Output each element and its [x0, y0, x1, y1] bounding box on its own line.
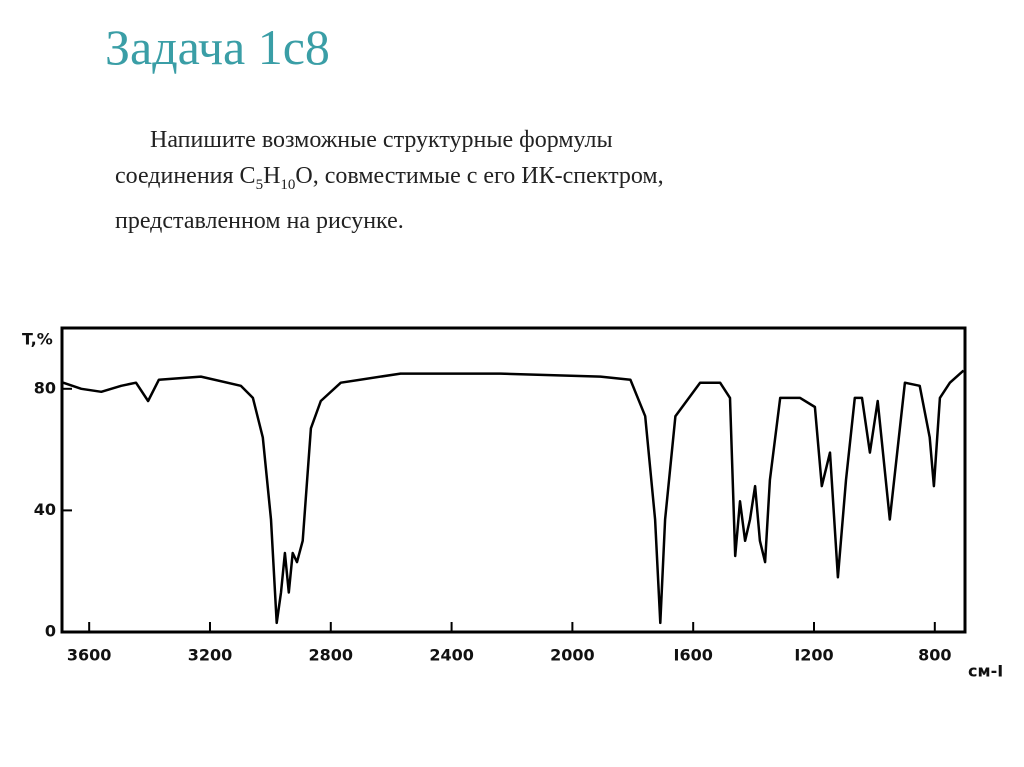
x-tick-label: 2400 — [429, 646, 474, 665]
x-tick-label: 3600 — [67, 646, 112, 665]
x-tick-label: 3200 — [188, 646, 233, 665]
y-axis-label: T,% — [22, 330, 53, 349]
subscript: 5 — [255, 176, 264, 193]
text: соединения C — [115, 163, 256, 189]
y-tick-label: 80 — [34, 378, 56, 397]
x-tick-label: I200 — [794, 646, 833, 665]
title: Задача 1с8 — [105, 19, 330, 75]
text-line: соединения C5H10O, совместимые с его ИК-… — [115, 158, 664, 203]
x-tick-label: 800 — [918, 646, 951, 665]
text: O, совместимые с его ИК-спектром, — [295, 163, 664, 189]
x-tick-label: I600 — [674, 646, 713, 665]
text: H — [263, 163, 281, 189]
x-tick-label: 2000 — [550, 646, 595, 665]
x-tick-label: 2800 — [309, 646, 354, 665]
x-axis-label: см-I — [968, 662, 1003, 681]
plot-frame — [60, 326, 967, 634]
spectrum-line — [62, 369, 965, 625]
y-tick-label: 0 — [45, 622, 56, 641]
subscript: 10 — [280, 176, 296, 193]
y-tick-label: 40 — [34, 500, 56, 519]
text-line: представленном на рисунке. — [115, 207, 404, 234]
task-text: Напишите возможные структурные формулы с… — [115, 122, 664, 239]
text-line: Напишите возможные структурные формулы — [150, 127, 613, 153]
